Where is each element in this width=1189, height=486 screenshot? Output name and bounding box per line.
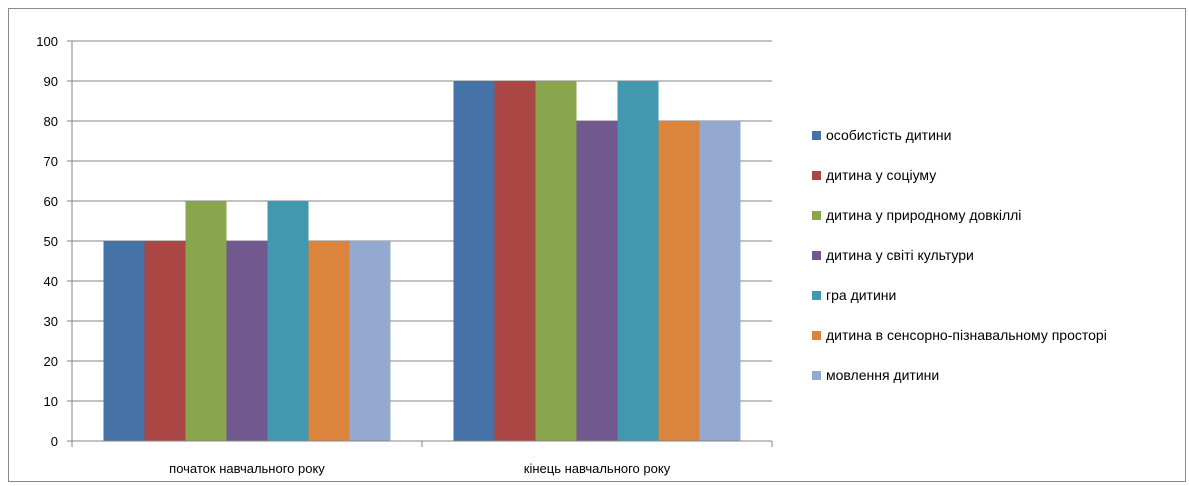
bar-1-5 — [658, 121, 700, 441]
bar-1-4 — [617, 81, 659, 441]
y-tick-label-90: 90 — [44, 74, 58, 89]
legend-swatch-3 — [812, 251, 821, 260]
x-category-label-0: початок навчального року — [169, 461, 325, 476]
legend-label-6: мовлення дитини — [826, 367, 939, 383]
bar-1-0 — [453, 81, 495, 441]
y-tick-label-50: 50 — [44, 234, 58, 249]
bar-1-2 — [535, 81, 577, 441]
bar-0-5 — [308, 241, 350, 441]
y-tick-label-100: 100 — [36, 34, 58, 49]
legend-swatch-0 — [812, 131, 821, 140]
x-category-label-1: кінець навчального року — [524, 461, 671, 476]
legend-label-0: особистість дитини — [826, 127, 951, 143]
y-tick-label-20: 20 — [44, 354, 58, 369]
y-tick-labels: 0 10 20 30 40 50 60 70 80 90 100 — [36, 34, 58, 449]
y-tick-label-80: 80 — [44, 114, 58, 129]
legend-label-4: гра дитини — [826, 287, 896, 303]
legend-label-2: дитина у природному довкіллі — [826, 207, 1021, 223]
bars — [103, 81, 741, 441]
legend: особистість дитини дитина у соціуму дитина… — [812, 127, 1107, 383]
legend-label-1: дитина у соціуму — [826, 167, 936, 183]
axes — [67, 40, 773, 447]
y-tick-label-40: 40 — [44, 274, 58, 289]
legend-swatch-5 — [812, 331, 821, 340]
y-tick-label-60: 60 — [44, 194, 58, 209]
bar-1-1 — [494, 81, 536, 441]
legend-swatch-2 — [812, 211, 821, 220]
bar-0-3 — [226, 241, 268, 441]
bar-0-0 — [103, 241, 145, 441]
legend-swatch-6 — [812, 371, 821, 380]
bar-1-6 — [699, 121, 741, 441]
y-tick-label-10: 10 — [44, 394, 58, 409]
bar-1-3 — [576, 121, 618, 441]
bar-0-1 — [144, 241, 186, 441]
y-tick-label-0: 0 — [51, 434, 58, 449]
legend-label-3: дитина у світі культури — [826, 247, 974, 263]
legend-swatch-1 — [812, 171, 821, 180]
bar-0-4 — [267, 201, 309, 441]
bar-0-6 — [349, 241, 391, 441]
y-tick-label-30: 30 — [44, 314, 58, 329]
x-category-labels: початок навчального року кінець навчально… — [169, 461, 671, 476]
bar-0-2 — [185, 201, 227, 441]
y-tick-label-70: 70 — [44, 154, 58, 169]
legend-swatch-4 — [812, 291, 821, 300]
legend-label-5: дитина в сенсорно-пізнавальному просторі — [826, 327, 1107, 343]
